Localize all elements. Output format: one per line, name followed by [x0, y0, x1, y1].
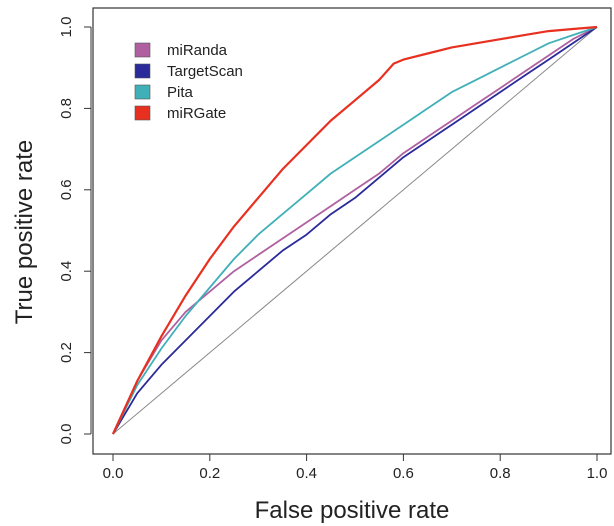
diagonal-reference-line: [112, 26, 598, 435]
y-tick-label: 0.6: [58, 179, 75, 200]
legend-label-miranda: miRanda: [167, 42, 228, 59]
plot-area: [111, 25, 598, 435]
series-line-targetscan: [112, 26, 598, 435]
legend-swatch-pita: [134, 84, 151, 100]
series-line-pita: [112, 26, 598, 435]
legend-label-pita: Pita: [167, 84, 194, 101]
legend-swatch-miranda: [134, 42, 151, 58]
legend-swatch-mirgate: [134, 105, 151, 121]
x-tick-label: 0.4: [296, 465, 317, 482]
legend-swatch-targetscan: [134, 63, 151, 79]
y-tick-label: 1.0: [58, 17, 75, 38]
x-tick-label: 0.6: [393, 465, 414, 482]
y-tick-label: 0.4: [58, 261, 75, 282]
y-tick-label: 0.8: [58, 98, 75, 119]
legend-label-mirgate: miRGate: [167, 105, 226, 122]
series-line-mirgate: [111, 25, 598, 435]
x-tick-label: 1.0: [587, 465, 608, 482]
legend-label-targetscan: TargetScan: [167, 63, 243, 80]
y-tick-label: 0.2: [58, 342, 75, 363]
x-tick-label: 0.0: [103, 465, 124, 482]
y-axis-label: True positive rate: [11, 140, 38, 325]
x-tick-label: 0.8: [490, 465, 511, 482]
x-tick-label: 0.2: [199, 465, 220, 482]
x-axis-label: False positive rate: [255, 497, 450, 524]
legend: miRanda TargetScan Pita miRGate: [134, 42, 243, 122]
y-tick-label: 0.0: [58, 424, 75, 445]
axes: 0.0 0.2 0.4 0.6 0.8 1.0 0.0 0.2 0.4 0.6 0.8 1.0: [58, 17, 607, 482]
